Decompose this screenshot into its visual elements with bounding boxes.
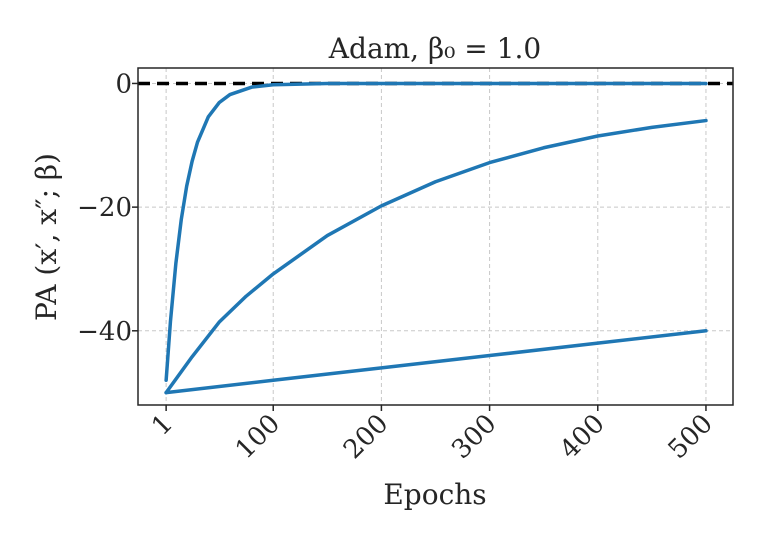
grid — [138, 68, 733, 405]
plot-frame — [137, 67, 734, 406]
series-line-3 — [164, 329, 708, 395]
y-tick-label: 0 — [115, 69, 132, 99]
series-line-2 — [164, 118, 708, 395]
y-ticks: 0 −20 −40 — [77, 69, 138, 347]
x-ticks: 1 100 200 300 400 500 — [146, 405, 719, 465]
y-tick-label: −20 — [77, 193, 132, 223]
chart-title: Adam, β₀ = 1.0 — [328, 32, 541, 65]
x-axis-label: Epochs — [383, 478, 486, 511]
x-tick-label: 200 — [338, 409, 394, 465]
x-tick-label: 400 — [554, 409, 610, 465]
series-group — [164, 81, 708, 395]
series-line-1 — [164, 81, 708, 383]
x-tick-label: 1 — [146, 409, 179, 442]
y-tick-label: −40 — [77, 317, 132, 347]
x-tick-label: 100 — [230, 409, 286, 465]
x-tick-label: 300 — [446, 409, 502, 465]
y-axis-label: PA (x′, x″; β) — [30, 153, 63, 321]
x-tick-label: 500 — [663, 409, 719, 465]
